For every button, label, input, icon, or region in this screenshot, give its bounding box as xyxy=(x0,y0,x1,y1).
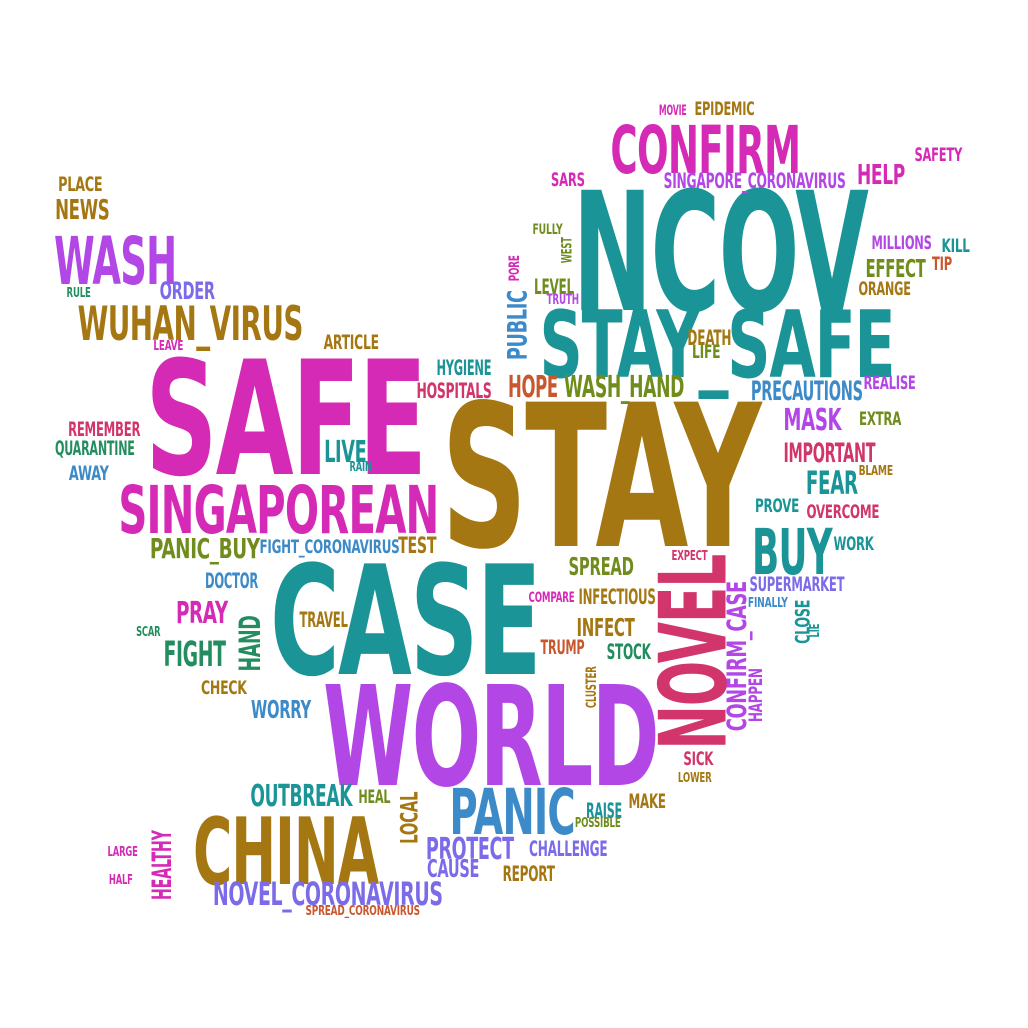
word-epidemic: EPIDEMIC xyxy=(693,99,754,120)
word-movie: MOVIE xyxy=(658,102,687,119)
word-west: WEST xyxy=(558,236,575,263)
word-panic: PANIC xyxy=(449,774,576,849)
word-ncov: NCOV xyxy=(572,156,869,349)
word-extra: EXTRA xyxy=(859,409,902,430)
word-wash-hand: WASH_HAND xyxy=(564,370,685,405)
word-wash: WASH xyxy=(54,223,177,300)
word-safety: SAFETY xyxy=(913,145,962,166)
word-novel-coronavirus: NOVEL_CORONAVIRUS xyxy=(212,877,443,913)
word-finally: FINALLY xyxy=(747,595,788,611)
word-safe: SAFE xyxy=(145,328,427,512)
word-spread: SPREAD xyxy=(568,551,634,581)
word-effect: EFFECT xyxy=(865,253,926,283)
word-trump: TRUMP xyxy=(540,636,584,659)
word-heal: HEAL xyxy=(357,787,390,808)
word-hand: HAND xyxy=(232,615,267,671)
word-work: WORK xyxy=(833,534,874,555)
word-china: CHINA xyxy=(192,798,379,906)
word-sick: SICK xyxy=(682,749,713,770)
word-case: CASE xyxy=(269,533,542,710)
word-scar: SCAR xyxy=(136,624,161,640)
word-report: REPORT xyxy=(502,860,555,886)
word-tip: TIP xyxy=(931,254,952,275)
word-help: HELP xyxy=(856,158,905,191)
word-pore: PORE xyxy=(506,254,523,281)
word-singaporean: SINGAPOREAN xyxy=(117,472,439,549)
word-lie: LIE xyxy=(808,623,824,637)
word-life: LIFE xyxy=(692,342,721,363)
word-infectious: INFECTIOUS xyxy=(578,583,656,609)
word-leave: LEAVE xyxy=(152,338,183,354)
word-mask: MASK xyxy=(782,403,841,438)
word-make: MAKE xyxy=(628,790,666,813)
word-hygiene: HYGIENE xyxy=(436,354,492,380)
word-singapore-coronavirus: SINGAPORE_CORONAVIRUS xyxy=(663,167,846,193)
word-possible: POSSIBLE xyxy=(574,815,621,831)
word-public: PUBLIC xyxy=(502,290,534,361)
word-spread-coronavirus: SPREAD_CORONAVIRUS xyxy=(305,903,420,919)
word-rain: RAIN xyxy=(349,459,372,475)
word-wuhan-virus: WUHAN_VIRUS xyxy=(77,297,304,352)
word-quarantine: QUARANTINE xyxy=(54,437,135,460)
word-outbreak: OUTBREAK xyxy=(249,779,352,814)
word-fear: FEAR xyxy=(805,466,858,502)
word-supermarket: SUPERMARKET xyxy=(749,573,845,596)
word-place: PLACE xyxy=(58,173,103,196)
word-challenge: CHALLENGE xyxy=(529,835,608,861)
word-order: ORDER xyxy=(159,277,215,305)
word-rule: RULE xyxy=(66,285,91,301)
word-kill: KILL xyxy=(941,236,970,257)
word-sars: SARS xyxy=(550,170,585,191)
word-raise: RAISE xyxy=(586,797,622,823)
word-infect: INFECT xyxy=(576,612,635,642)
word-local: LOCAL xyxy=(395,791,424,844)
word-important: IMPORTANT xyxy=(782,438,875,469)
word-protect: PROTECT xyxy=(425,832,514,867)
word-fight-coronavirus: FIGHT_CORONAVIRUS xyxy=(259,537,399,558)
word-away: AWAY xyxy=(68,462,109,485)
word-confirm: CONFIRM xyxy=(609,112,801,189)
word-cause: CAUSE xyxy=(427,853,480,883)
word-overcome: OVERCOME xyxy=(806,502,880,523)
word-orange: ORANGE xyxy=(858,279,911,300)
word-travel: TRAVEL xyxy=(299,606,348,632)
word-article: ARTICLE xyxy=(323,331,379,354)
word-lower: LOWER xyxy=(677,770,712,786)
word-test: TEST xyxy=(398,533,437,559)
word-healthy: HEALTHY xyxy=(146,830,178,901)
word-pray: PRAY xyxy=(175,596,228,631)
word-blame: BLAME xyxy=(858,463,893,479)
word-world: WORLD xyxy=(322,655,659,818)
word-fight: FIGHT xyxy=(162,635,226,675)
word-level: LEVEL xyxy=(534,273,574,299)
word-stock: STOCK xyxy=(606,638,651,664)
word-worry: WORRY xyxy=(250,694,311,724)
word-fully: FULLY xyxy=(532,221,562,238)
word-remember: REMEMBER xyxy=(68,418,141,441)
word-truth: TRUTH xyxy=(546,291,579,308)
word-large: LARGE xyxy=(107,844,138,860)
word-compare: COMPARE xyxy=(528,589,575,606)
word-prove: PROVE xyxy=(755,496,800,517)
word-stay-safe: STAY_SAFE xyxy=(539,291,896,399)
word-panic-buy: PANIC_BUY xyxy=(149,532,260,565)
word-realise: REALISE xyxy=(862,373,916,394)
word-news: NEWS xyxy=(55,193,110,226)
word-check: CHECK xyxy=(200,678,247,699)
word-expect: EXPECT xyxy=(670,548,707,564)
word-hospitals: HOSPITALS xyxy=(416,377,492,403)
word-cluster: CLUSTER xyxy=(583,665,600,708)
word-millions: MILLIONS xyxy=(871,233,932,254)
word-precautions: PRECAUTIONS xyxy=(750,376,863,407)
word-stay: STAY xyxy=(440,362,762,593)
word-half: HALF xyxy=(108,872,133,888)
word-live: LIVE xyxy=(324,435,367,470)
word-doctor: DOCTOR xyxy=(204,567,258,593)
word-buy: BUY xyxy=(751,514,833,589)
word-hope: HOPE xyxy=(507,370,558,405)
word-happen: HAPPEN xyxy=(745,668,767,723)
word-death: DEATH xyxy=(686,324,731,350)
